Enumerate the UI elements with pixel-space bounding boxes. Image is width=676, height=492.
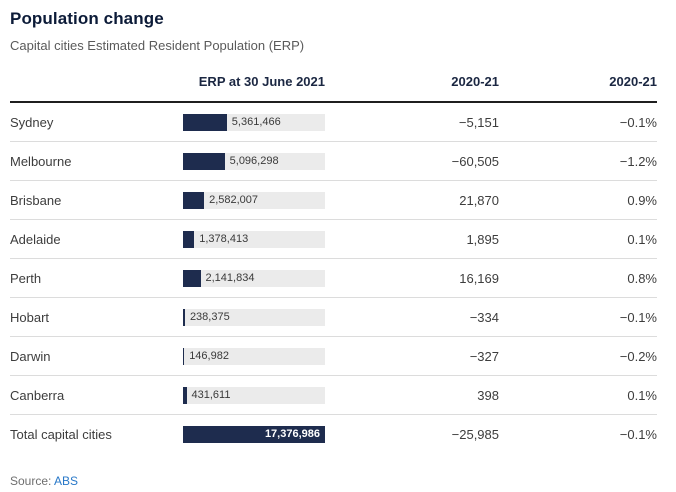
erp-bar-cell: 1,378,413	[183, 230, 325, 248]
erp-bar-cell: 17,376,986	[183, 425, 325, 443]
table-row: Sydney 5,361,466 −5,151 −0.1%	[10, 103, 657, 142]
erp-value: 2,582,007	[209, 194, 259, 206]
erp-bar-cell: 5,096,298	[183, 152, 325, 170]
table-row: Canberra 431,611 398 0.1%	[10, 376, 657, 415]
pct-change-value: 0.9%	[627, 192, 657, 208]
column-header-erp: ERP at 30 June 2021	[198, 74, 325, 89]
change-value: 1,895	[466, 231, 499, 247]
row-label: Adelaide	[10, 231, 61, 247]
erp-value: 2,141,834	[205, 272, 255, 284]
bar-fill	[183, 347, 185, 365]
bar-track: 5,096,298	[183, 152, 325, 170]
column-header-change: 2020-21	[451, 74, 499, 89]
source-label: Source:	[10, 474, 55, 488]
bar-track: 146,982	[183, 347, 325, 365]
bar-fill	[183, 191, 205, 209]
page-title: Population change	[10, 9, 164, 28]
bar-fill	[183, 113, 227, 131]
row-label: Hobart	[10, 309, 50, 325]
change-value: 398	[477, 387, 499, 403]
row-label: Total capital cities	[10, 426, 112, 442]
bar-track: 431,611	[183, 386, 325, 404]
source-link[interactable]: ABS	[54, 474, 79, 488]
bar-fill	[183, 152, 225, 170]
row-label: Canberra	[10, 387, 65, 403]
table-row: Hobart 238,375 −334 −0.1%	[10, 298, 657, 337]
subtitle: Capital cities Estimated Resident Popula…	[10, 38, 305, 53]
source-line: Source: ABS	[10, 474, 657, 488]
pct-change-value: −0.2%	[619, 348, 657, 364]
erp-bar-cell: 146,982	[183, 347, 325, 365]
erp-bar-cell: 238,375	[183, 308, 325, 326]
row-label: Sydney	[10, 114, 54, 130]
bar-track: 238,375	[183, 308, 325, 326]
change-value: −327	[469, 348, 499, 364]
column-header-pct: 2020-21	[609, 74, 657, 89]
bar-track: 1,378,413	[183, 230, 325, 248]
pct-change-value: −1.2%	[619, 153, 657, 169]
bar-fill	[183, 425, 325, 443]
pct-change-value: 0.1%	[627, 231, 657, 247]
erp-value: 17,376,986	[264, 428, 320, 440]
erp-value: 146,982	[189, 350, 229, 362]
bar-fill	[183, 230, 195, 248]
change-value: 21,870	[459, 192, 499, 208]
bar-fill	[183, 386, 187, 404]
erp-value: 1,378,413	[199, 233, 249, 245]
erp-bar-cell: 2,582,007	[183, 191, 325, 209]
pct-change-value: −0.1%	[619, 114, 657, 130]
table-row: Perth 2,141,834 16,169 0.8%	[10, 259, 657, 298]
table-header: ERP at 30 June 2021 2020-21 2020-21	[10, 74, 657, 103]
bar-track: 5,361,466	[183, 113, 325, 131]
table-body: Sydney 5,361,466 −5,151 −0.1% Melbourne 5,096…	[10, 103, 657, 453]
erp-value: 238,375	[189, 311, 230, 323]
bar-track: 17,376,986	[183, 425, 325, 443]
change-value: −60,505	[451, 153, 499, 169]
row-label: Brisbane	[10, 192, 62, 208]
bar-fill	[183, 308, 185, 326]
pct-change-value: −0.1%	[619, 309, 657, 325]
table-row: Brisbane 2,582,007 21,870 0.9%	[10, 181, 657, 220]
change-value: −25,985	[451, 426, 499, 442]
change-value: −334	[469, 309, 499, 325]
pct-change-value: 0.1%	[627, 387, 657, 403]
row-label: Darwin	[10, 348, 51, 364]
erp-bar-cell: 2,141,834	[183, 269, 325, 287]
erp-bar-cell: 5,361,466	[183, 113, 325, 131]
bar-fill	[183, 269, 201, 287]
erp-value: 5,361,466	[231, 116, 281, 128]
erp-bar-cell: 431,611	[183, 386, 325, 404]
bar-track: 2,582,007	[183, 191, 325, 209]
table-row: Darwin 146,982 −327 −0.2%	[10, 337, 657, 376]
pct-change-value: −0.1%	[619, 426, 657, 442]
pct-change-value: 0.8%	[627, 270, 657, 286]
row-label: Melbourne	[10, 153, 72, 169]
erp-value: 431,611	[191, 389, 231, 401]
erp-value: 5,096,298	[229, 155, 279, 167]
change-value: −5,151	[458, 114, 499, 130]
bar-track: 2,141,834	[183, 269, 325, 287]
change-value: 16,169	[459, 270, 499, 286]
table-row: Adelaide 1,378,413 1,895 0.1%	[10, 220, 657, 259]
row-label: Perth	[10, 270, 42, 286]
table-row: Total capital cities 17,376,986 −25,985 −0.…	[10, 415, 657, 453]
table-row: Melbourne 5,096,298 −60,505 −1.2%	[10, 142, 657, 181]
